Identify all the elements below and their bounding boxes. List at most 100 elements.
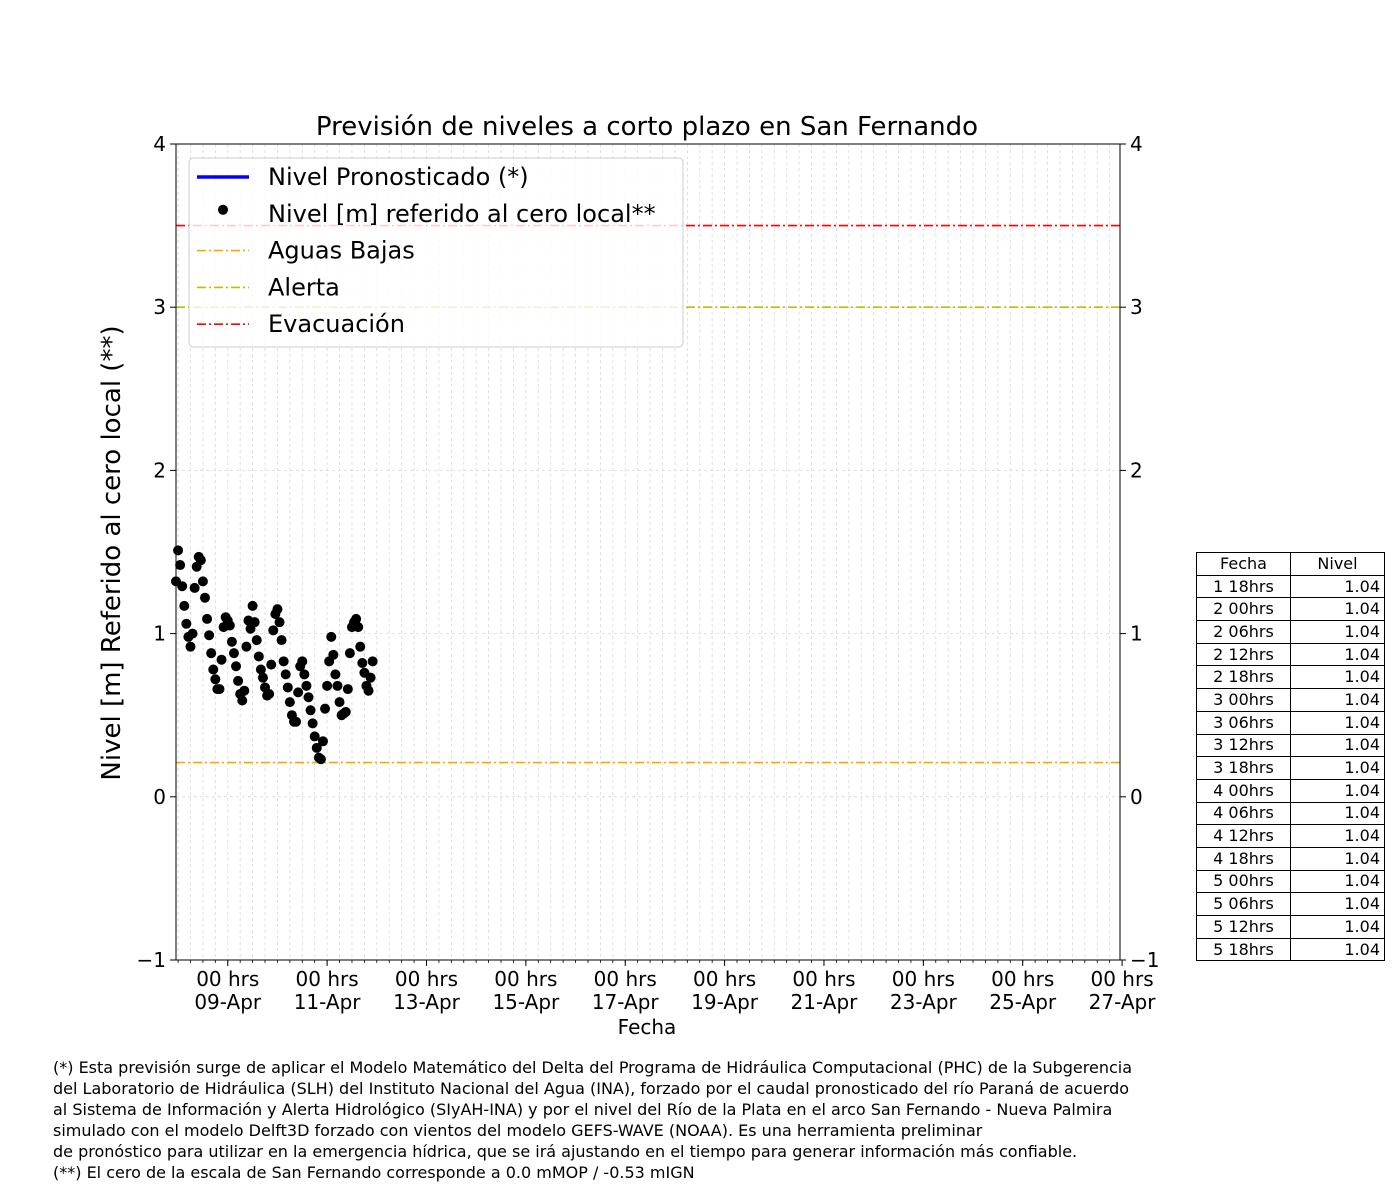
data-point bbox=[185, 641, 196, 652]
data-point bbox=[353, 622, 364, 633]
x-tick-label-hour: 00 hrs bbox=[792, 967, 855, 991]
data-point bbox=[320, 703, 331, 714]
table-row: 2 18hrs 1.04 bbox=[1196, 665, 1385, 690]
table-cell-fecha: 2 12hrs bbox=[1196, 642, 1291, 667]
y-tick-label-left: 0 bbox=[153, 785, 166, 809]
data-point bbox=[293, 687, 304, 698]
data-point bbox=[272, 604, 283, 615]
table-cell-fecha: 4 12hrs bbox=[1196, 824, 1291, 848]
x-tick-label-hour: 00 hrs bbox=[196, 967, 259, 991]
table-row: 3 00hrs 1.04 bbox=[1196, 688, 1385, 712]
table-row: 2 06hrs 1.04 bbox=[1196, 620, 1385, 644]
legend-swatch-dot bbox=[218, 204, 228, 215]
table-row: 1 18hrs 1.04 bbox=[1196, 574, 1385, 599]
table-cell-nivel: 1.04 bbox=[1290, 869, 1385, 894]
table-cell-nivel: 1.04 bbox=[1290, 778, 1385, 803]
y-tick-label-right: 1 bbox=[1130, 622, 1143, 646]
data-point bbox=[330, 669, 341, 680]
y-tick-label-right: 4 bbox=[1130, 132, 1143, 156]
table-header-nivel: Nivel bbox=[1290, 552, 1385, 576]
data-point bbox=[177, 581, 188, 592]
data-point bbox=[342, 684, 353, 695]
y-tick-label-right: 3 bbox=[1130, 295, 1143, 319]
data-point bbox=[239, 685, 250, 696]
table-row: 3 06hrs 1.04 bbox=[1196, 710, 1385, 735]
data-point bbox=[206, 648, 217, 659]
data-point bbox=[326, 631, 337, 642]
y-tick-label-left: 3 bbox=[153, 295, 166, 319]
table-header-fecha: Fecha bbox=[1196, 552, 1291, 576]
data-point bbox=[202, 613, 213, 624]
table-row: 4 18hrs 1.04 bbox=[1196, 846, 1385, 871]
table-cell-fecha: 2 18hrs bbox=[1196, 665, 1291, 690]
level-table: Fecha Nivel 1 18hrs 1.04 2 00hrs 1.04 2 06hr… bbox=[1196, 552, 1385, 962]
data-point bbox=[249, 617, 260, 628]
data-point bbox=[334, 697, 345, 708]
data-point bbox=[241, 641, 252, 652]
table-cell-fecha: 5 12hrs bbox=[1196, 915, 1291, 939]
x-tick-label-hour: 00 hrs bbox=[594, 967, 657, 991]
data-point bbox=[315, 754, 326, 765]
data-point bbox=[266, 659, 277, 670]
data-point bbox=[231, 661, 242, 672]
data-point bbox=[237, 695, 248, 706]
x-tick-label-hour: 00 hrs bbox=[892, 967, 955, 991]
x-tick-label-date: 13-Apr bbox=[393, 990, 461, 1014]
data-point bbox=[199, 592, 210, 603]
data-point bbox=[322, 680, 333, 691]
table-row: 4 12hrs 1.04 bbox=[1196, 824, 1385, 848]
footnote-line: (*) Esta previsión surge de aplicar el M… bbox=[53, 1058, 1133, 1077]
table-row: 2 12hrs 1.04 bbox=[1196, 642, 1385, 667]
data-point bbox=[173, 545, 184, 556]
data-point bbox=[365, 672, 376, 683]
table-row: 4 00hrs 1.04 bbox=[1196, 778, 1385, 803]
data-point bbox=[363, 685, 374, 696]
data-point bbox=[332, 680, 343, 691]
table-cell-fecha: 3 18hrs bbox=[1196, 756, 1291, 780]
data-point bbox=[251, 635, 262, 646]
data-point bbox=[282, 682, 293, 693]
x-tick-label-date: 09-Apr bbox=[194, 990, 262, 1014]
data-point bbox=[276, 635, 287, 646]
table-cell-nivel: 1.04 bbox=[1290, 937, 1385, 962]
data-point bbox=[187, 628, 198, 639]
legend: Nivel Pronosticado (*) Nivel [m] referido… bbox=[188, 157, 684, 348]
legend-box bbox=[188, 157, 684, 348]
y-tick-label-left: −1 bbox=[137, 948, 166, 972]
data-point bbox=[355, 641, 366, 652]
table-cell-fecha: 4 00hrs bbox=[1196, 778, 1291, 803]
x-tick-label-hour: 00 hrs bbox=[693, 967, 756, 991]
table-cell-nivel: 1.04 bbox=[1290, 620, 1385, 644]
data-point bbox=[189, 582, 200, 593]
data-point bbox=[340, 706, 351, 717]
data-point bbox=[309, 731, 320, 742]
data-point bbox=[224, 620, 235, 631]
table-row: 3 12hrs 1.04 bbox=[1196, 733, 1385, 758]
x-tick-label-date: 25-Apr bbox=[989, 990, 1057, 1014]
footnote-line: del Laboratorio de Hidráulica (SLH) del … bbox=[53, 1079, 1130, 1098]
table-cell-fecha: 2 00hrs bbox=[1196, 597, 1291, 622]
table-cell-nivel: 1.04 bbox=[1290, 574, 1385, 599]
table-row: 5 06hrs 1.04 bbox=[1196, 892, 1385, 916]
table-cell-fecha: 3 12hrs bbox=[1196, 733, 1291, 758]
data-point bbox=[303, 692, 314, 703]
legend-label: Nivel [m] referido al cero local** bbox=[268, 200, 656, 228]
x-tick-label-date: 21-Apr bbox=[791, 990, 859, 1014]
data-point bbox=[195, 555, 206, 566]
data-point bbox=[268, 625, 279, 636]
table-cell-fecha: 4 18hrs bbox=[1196, 846, 1291, 871]
table-cell-nivel: 1.04 bbox=[1290, 710, 1385, 735]
level-table-container: Fecha Nivel 1 18hrs 1.04 2 00hrs 1.04 2 06hr… bbox=[1196, 552, 1385, 962]
table-cell-fecha: 1 18hrs bbox=[1196, 574, 1291, 599]
table-row: 3 18hrs 1.04 bbox=[1196, 756, 1385, 780]
chart-title: Previsión de niveles a corto plazo en Sa… bbox=[316, 112, 978, 142]
data-point bbox=[216, 654, 227, 665]
table-cell-nivel: 1.04 bbox=[1290, 846, 1385, 871]
y-tick-label-left: 2 bbox=[153, 458, 166, 482]
table-cell-fecha: 5 06hrs bbox=[1196, 892, 1291, 916]
x-tick-label-hour: 00 hrs bbox=[395, 967, 458, 991]
data-point bbox=[344, 648, 355, 659]
x-tick-label-date: 19-Apr bbox=[691, 990, 759, 1014]
table-cell-fecha: 2 06hrs bbox=[1196, 620, 1291, 644]
